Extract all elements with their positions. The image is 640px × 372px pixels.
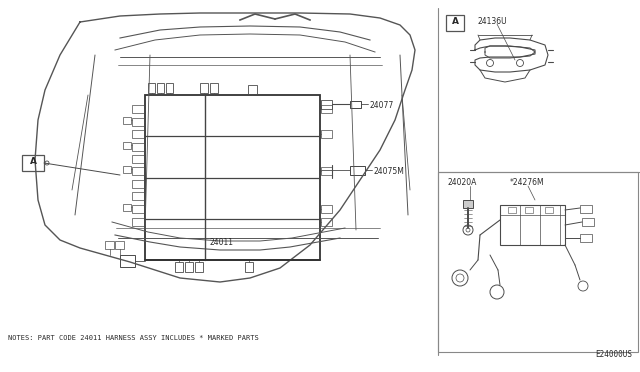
Text: 24075M: 24075M (374, 167, 405, 176)
Bar (321, 100, 332, 109)
Bar (22, 155, 44, 171)
Bar (132, 180, 144, 188)
Bar (157, 83, 164, 93)
Bar (580, 205, 592, 213)
Bar (321, 218, 332, 226)
Bar (132, 118, 144, 126)
Bar (132, 192, 144, 200)
Bar (132, 130, 144, 138)
Bar (195, 262, 203, 272)
Bar (446, 15, 464, 31)
Bar (245, 262, 253, 272)
Bar (132, 218, 144, 226)
Bar (582, 218, 594, 226)
Bar (123, 166, 131, 173)
Text: 24020A: 24020A (448, 178, 477, 187)
Text: *24276M: *24276M (510, 178, 545, 187)
Bar (132, 167, 144, 175)
Text: 24011: 24011 (210, 238, 234, 247)
Bar (166, 83, 173, 93)
Bar (350, 101, 361, 108)
Bar (145, 95, 320, 260)
Bar (123, 142, 131, 149)
Bar (120, 255, 135, 267)
Bar (580, 234, 592, 242)
Bar (175, 262, 183, 272)
Bar (210, 83, 218, 93)
Text: A: A (451, 17, 458, 26)
Text: 24136U: 24136U (478, 17, 508, 26)
Bar (463, 200, 473, 208)
Bar (123, 204, 131, 211)
Bar (525, 207, 533, 213)
Bar (200, 83, 208, 93)
Bar (105, 241, 114, 249)
Bar (123, 117, 131, 124)
Bar (500, 205, 565, 245)
Bar (508, 207, 516, 213)
Bar (545, 207, 553, 213)
Bar (248, 85, 257, 94)
Bar (321, 167, 332, 175)
Bar (321, 105, 332, 113)
Bar (132, 155, 144, 163)
Bar (185, 262, 193, 272)
Bar (132, 205, 144, 213)
Text: 24077: 24077 (370, 101, 394, 110)
Text: A: A (29, 157, 36, 166)
Bar (132, 105, 144, 113)
Text: E24000US: E24000US (595, 350, 632, 359)
Text: NOTES: PART CODE 24011 HARNESS ASSY INCLUDES * MARKED PARTS: NOTES: PART CODE 24011 HARNESS ASSY INCL… (8, 335, 259, 341)
Bar (321, 205, 332, 213)
Bar (321, 130, 332, 138)
Bar (438, 172, 638, 352)
Bar (350, 166, 365, 175)
Bar (132, 143, 144, 151)
Bar (148, 83, 155, 93)
Bar (115, 241, 124, 249)
